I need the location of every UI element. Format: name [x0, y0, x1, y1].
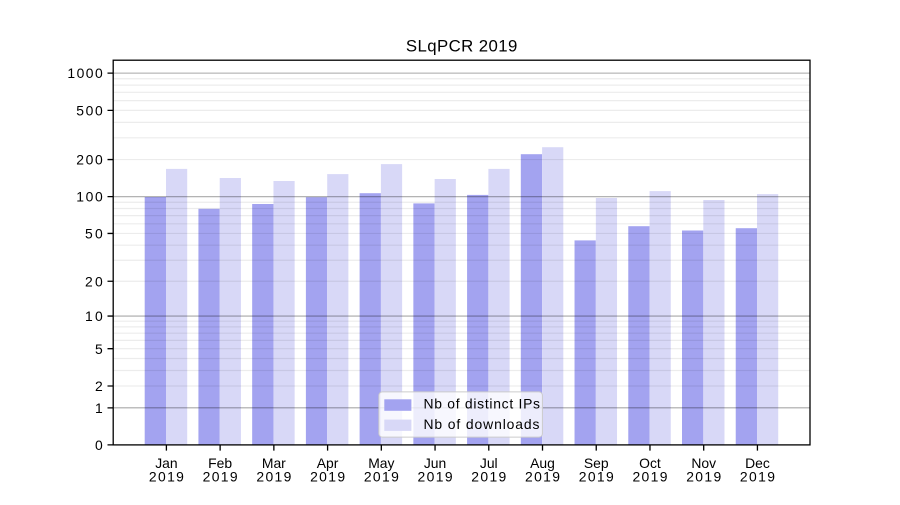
- svg-text:2019: 2019: [471, 469, 506, 485]
- svg-text:1000: 1000: [67, 65, 103, 81]
- svg-text:2019: 2019: [364, 469, 399, 485]
- svg-text:Nb of distinct IPs: Nb of distinct IPs: [424, 396, 541, 412]
- svg-text:Nov: Nov: [691, 455, 716, 471]
- svg-text:10: 10: [85, 308, 103, 324]
- svg-text:Jul: Jul: [480, 455, 498, 471]
- svg-text:2019: 2019: [149, 469, 184, 485]
- svg-text:2019: 2019: [525, 469, 560, 485]
- svg-text:Sep: Sep: [584, 455, 609, 471]
- svg-text:Aug: Aug: [530, 455, 555, 471]
- svg-text:Mar: Mar: [262, 455, 286, 471]
- svg-text:2019: 2019: [310, 469, 345, 485]
- svg-text:May: May: [368, 455, 394, 471]
- svg-text:2019: 2019: [418, 469, 453, 485]
- svg-text:Jun: Jun: [424, 455, 446, 471]
- svg-text:Apr: Apr: [317, 455, 339, 471]
- svg-text:2019: 2019: [579, 469, 614, 485]
- svg-text:Dec: Dec: [745, 455, 770, 471]
- svg-text:2: 2: [95, 378, 103, 394]
- svg-text:2019: 2019: [632, 469, 667, 485]
- svg-text:50: 50: [85, 226, 103, 242]
- svg-text:2019: 2019: [686, 469, 721, 485]
- svg-text:Feb: Feb: [208, 455, 232, 471]
- svg-text:1: 1: [95, 400, 103, 416]
- svg-text:0: 0: [95, 437, 103, 453]
- svg-text:500: 500: [76, 102, 103, 118]
- svg-text:Nb of downloads: Nb of downloads: [424, 416, 540, 432]
- svg-text:2019: 2019: [256, 469, 291, 485]
- svg-text:200: 200: [76, 152, 103, 168]
- svg-text:5: 5: [95, 341, 103, 357]
- svg-text:Oct: Oct: [639, 455, 661, 471]
- svg-text:SLqPCR 2019: SLqPCR 2019: [406, 37, 517, 56]
- svg-text:20: 20: [85, 273, 103, 289]
- svg-text:100: 100: [76, 189, 103, 205]
- svg-text:2019: 2019: [203, 469, 238, 485]
- svg-text:Jan: Jan: [155, 455, 177, 471]
- svg-text:2019: 2019: [740, 469, 775, 485]
